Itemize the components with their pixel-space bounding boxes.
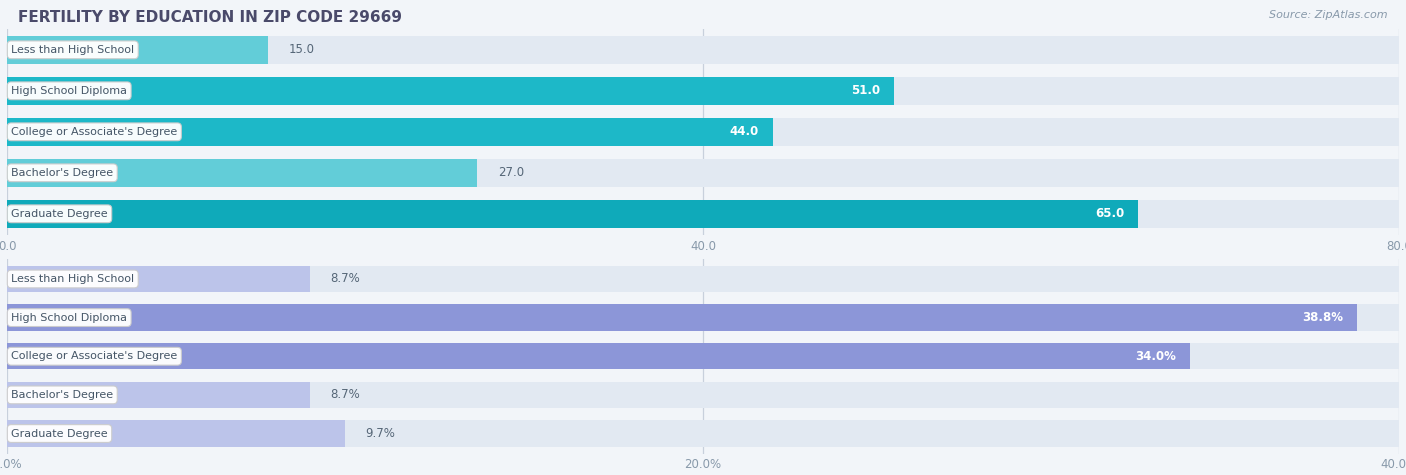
Bar xyxy=(7,200,1137,228)
Bar xyxy=(7,200,1399,228)
Bar xyxy=(7,266,309,292)
Bar xyxy=(7,159,1399,187)
Text: 8.7%: 8.7% xyxy=(330,273,360,285)
Bar xyxy=(7,159,477,187)
Text: 8.7%: 8.7% xyxy=(330,389,360,401)
Bar xyxy=(7,77,1399,105)
Bar xyxy=(7,382,309,408)
Text: 9.7%: 9.7% xyxy=(366,427,395,440)
Text: 27.0: 27.0 xyxy=(498,166,524,179)
Text: Less than High School: Less than High School xyxy=(11,45,135,55)
Bar xyxy=(7,420,344,446)
Bar xyxy=(7,343,1191,370)
Text: 65.0: 65.0 xyxy=(1095,207,1123,220)
Bar xyxy=(7,343,1399,370)
Text: Graduate Degree: Graduate Degree xyxy=(11,428,108,438)
Bar xyxy=(7,304,1357,331)
Text: 34.0%: 34.0% xyxy=(1136,350,1177,363)
Bar xyxy=(7,382,1399,408)
Text: Less than High School: Less than High School xyxy=(11,274,135,284)
Text: 51.0: 51.0 xyxy=(852,85,880,97)
Bar xyxy=(7,118,1399,146)
Text: High School Diploma: High School Diploma xyxy=(11,313,127,323)
Text: Source: ZipAtlas.com: Source: ZipAtlas.com xyxy=(1270,10,1388,20)
Text: Bachelor's Degree: Bachelor's Degree xyxy=(11,168,114,178)
Text: College or Associate's Degree: College or Associate's Degree xyxy=(11,127,177,137)
Text: High School Diploma: High School Diploma xyxy=(11,86,127,96)
Bar xyxy=(7,118,773,146)
Bar xyxy=(7,36,1399,64)
Bar xyxy=(7,304,1399,331)
Bar xyxy=(7,36,269,64)
Text: FERTILITY BY EDUCATION IN ZIP CODE 29669: FERTILITY BY EDUCATION IN ZIP CODE 29669 xyxy=(18,10,402,26)
Text: College or Associate's Degree: College or Associate's Degree xyxy=(11,351,177,361)
Bar xyxy=(7,420,1399,446)
Bar xyxy=(7,266,1399,292)
Text: 44.0: 44.0 xyxy=(730,125,759,138)
Text: 38.8%: 38.8% xyxy=(1302,311,1343,324)
Text: Bachelor's Degree: Bachelor's Degree xyxy=(11,390,114,400)
Text: 15.0: 15.0 xyxy=(288,43,315,57)
Bar xyxy=(7,77,894,105)
Text: Graduate Degree: Graduate Degree xyxy=(11,209,108,219)
